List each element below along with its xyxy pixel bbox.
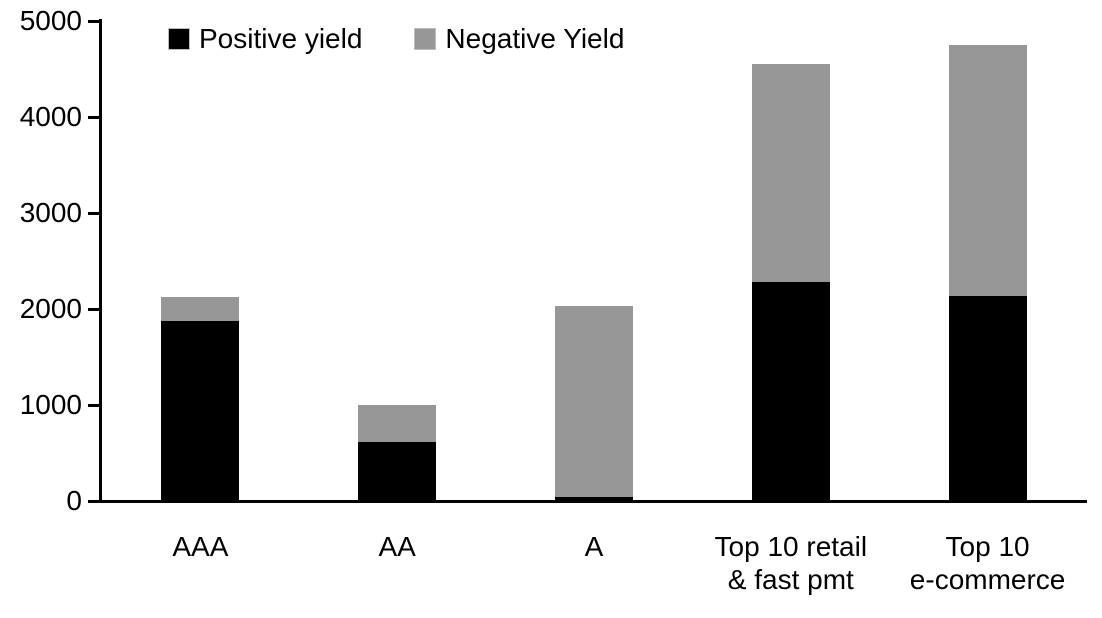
- legend-item-negative-yield: Negative Yield: [414, 25, 624, 53]
- legend-label-negative-yield: Negative Yield: [445, 23, 625, 54]
- y-tick-mark-3000: [88, 211, 100, 215]
- y-tick-mark-1000: [88, 403, 100, 407]
- bar-segment-negative-yield-a: [555, 306, 633, 497]
- y-tick-label-2000: 2000: [19, 293, 82, 324]
- bar-segment-positive-yield-a: [555, 496, 633, 501]
- bar-segment-positive-yield-aa: [358, 442, 437, 501]
- legend: Positive yield Negative Yield: [168, 25, 624, 53]
- bar-segment-positive-yield-top-10-e-commerce: [948, 295, 1027, 501]
- bar-segment-positive-yield-aaa: [161, 320, 240, 501]
- legend-item-positive-yield: Positive yield: [168, 25, 362, 53]
- y-tick-label-0: 0: [66, 485, 82, 516]
- bar-segment-negative-yield-top-10-e-commerce: [948, 45, 1027, 296]
- y-tick-mark-0: [88, 499, 100, 503]
- bar-segment-negative-yield-aaa: [161, 297, 240, 321]
- legend-swatch-positive-yield-icon: [168, 28, 190, 50]
- x-category-label-top-10-e-commerce: Top 10 e-commerce: [909, 531, 1066, 595]
- y-tick-mark-5000: [88, 19, 100, 23]
- y-tick-label-5000: 5000: [19, 5, 82, 36]
- bar-segment-negative-yield-top-10-retail-fast-pmt: [751, 64, 830, 283]
- legend-swatch-negative-yield-icon: [414, 28, 437, 50]
- bar-segment-negative-yield-aa: [358, 405, 437, 443]
- legend-label-positive-yield: Positive yield: [199, 23, 363, 54]
- y-tick-label-4000: 4000: [19, 101, 82, 132]
- y-tick-label-3000: 3000: [19, 197, 82, 228]
- x-category-label-aa: AA: [378, 531, 416, 562]
- x-axis-line: [99, 500, 1087, 503]
- x-category-label-a: A: [584, 531, 604, 562]
- y-tick-mark-2000: [88, 307, 100, 311]
- y-tick-label-1000: 1000: [19, 389, 82, 420]
- y-tick-mark-4000: [88, 115, 100, 119]
- x-category-label-top-10-retail-fast-pmt: Top 10 retail & fast pmt: [714, 531, 868, 595]
- y-axis-line: [99, 19, 102, 503]
- x-category-label-aaa: AAA: [172, 531, 229, 562]
- bar-segment-positive-yield-top-10-retail-fast-pmt: [751, 282, 830, 501]
